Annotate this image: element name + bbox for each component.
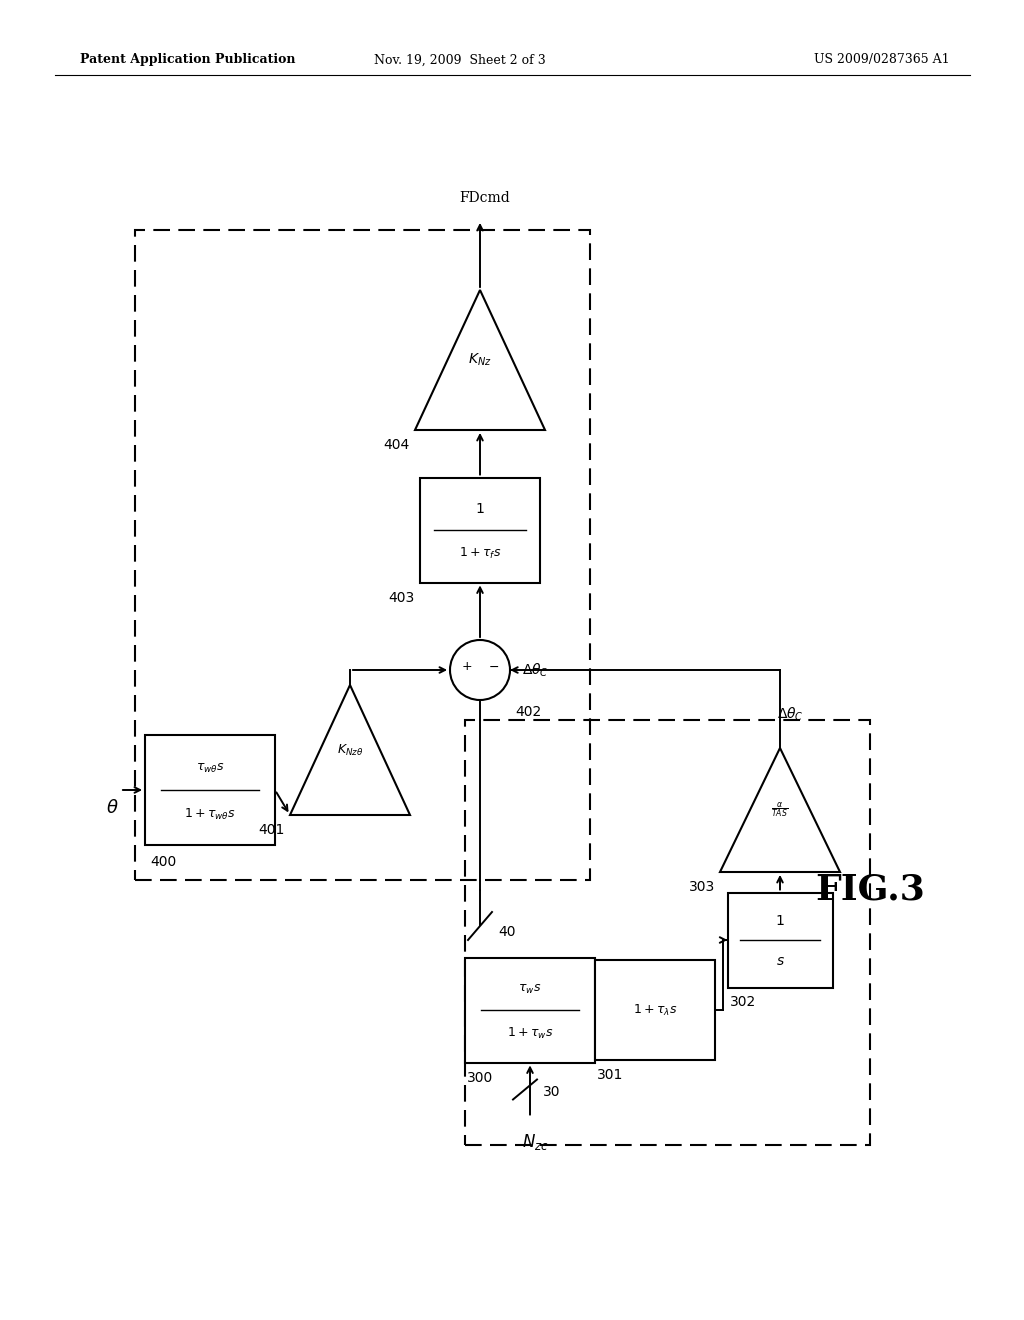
Bar xyxy=(595,960,715,1060)
Bar xyxy=(145,735,275,845)
Text: 301: 301 xyxy=(597,1068,624,1082)
Text: 303: 303 xyxy=(689,880,715,894)
Text: 401: 401 xyxy=(259,822,285,837)
Text: 403: 403 xyxy=(389,590,415,605)
Bar xyxy=(465,719,870,1144)
Text: 302: 302 xyxy=(729,995,756,1010)
Text: Patent Application Publication: Patent Application Publication xyxy=(80,54,296,66)
Text: 400: 400 xyxy=(150,855,176,869)
Text: $\tau_w s$: $\tau_w s$ xyxy=(518,982,542,995)
Text: $\tau_{w\theta}s$: $\tau_{w\theta}s$ xyxy=(196,762,224,775)
Text: 404: 404 xyxy=(384,438,410,451)
Text: $1$: $1$ xyxy=(775,913,784,928)
Polygon shape xyxy=(415,290,545,430)
Bar xyxy=(420,478,540,582)
Polygon shape xyxy=(720,748,840,873)
Text: $1$: $1$ xyxy=(475,502,484,516)
Text: $1+\tau_w s$: $1+\tau_w s$ xyxy=(507,1026,553,1040)
Text: $1+\tau_\lambda s$: $1+\tau_\lambda s$ xyxy=(633,1002,677,1018)
Text: −: − xyxy=(488,660,499,673)
Text: $1+\tau_{w\theta}s$: $1+\tau_{w\theta}s$ xyxy=(184,807,236,822)
Text: 300: 300 xyxy=(467,1071,494,1085)
Text: $K_{Nz}$: $K_{Nz}$ xyxy=(468,352,492,368)
Text: $\theta$: $\theta$ xyxy=(105,799,119,817)
Text: $\frac{\alpha}{TAS}$: $\frac{\alpha}{TAS}$ xyxy=(771,800,788,820)
Text: $K_{Nz\theta}$: $K_{Nz\theta}$ xyxy=(337,742,364,758)
Text: FDcmd: FDcmd xyxy=(460,191,510,205)
Text: US 2009/0287365 A1: US 2009/0287365 A1 xyxy=(814,54,950,66)
Text: +: + xyxy=(461,660,472,673)
Text: 402: 402 xyxy=(515,705,542,719)
Text: FIG.3: FIG.3 xyxy=(815,873,925,907)
Polygon shape xyxy=(290,685,410,814)
Bar xyxy=(135,230,590,880)
Text: Nov. 19, 2009  Sheet 2 of 3: Nov. 19, 2009 Sheet 2 of 3 xyxy=(374,54,546,66)
Text: $s$: $s$ xyxy=(775,954,784,968)
Bar xyxy=(465,957,595,1063)
Text: $\Delta\theta_C$: $\Delta\theta_C$ xyxy=(776,706,804,723)
Circle shape xyxy=(450,640,510,700)
Bar xyxy=(727,892,833,987)
Text: $N_{zc}$: $N_{zc}$ xyxy=(521,1133,549,1152)
Text: $1+\tau_f s$: $1+\tau_f s$ xyxy=(459,545,502,561)
Text: $\Delta\theta_C$: $\Delta\theta_C$ xyxy=(522,661,549,678)
Text: 30: 30 xyxy=(543,1085,560,1100)
Text: 40: 40 xyxy=(498,925,515,939)
